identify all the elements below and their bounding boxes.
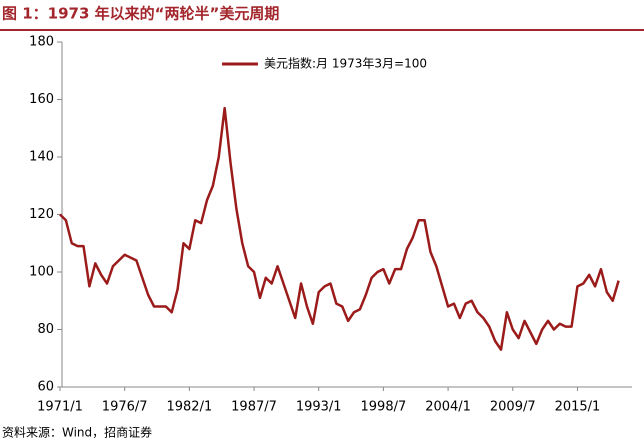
x-tick-label: 1987/7: [231, 400, 277, 415]
source-note: 资料来源：Wind，招商证券: [2, 425, 152, 440]
y-tick-label: 120: [29, 207, 54, 222]
x-tick-label: 2004/1: [425, 400, 471, 415]
x-tick-label: 1976/7: [102, 400, 148, 415]
x-tick-label: 1998/7: [361, 400, 407, 415]
x-tick-label: 2009/7: [490, 400, 536, 415]
y-tick-label: 100: [29, 265, 54, 280]
y-tick-label: 60: [37, 380, 54, 395]
line-series: [59, 106, 620, 351]
x-tick-label: 2015/1: [555, 400, 601, 415]
legend-label: 美元指数:月 1973年3月=100: [264, 56, 427, 71]
y-tick-label: 160: [29, 92, 54, 107]
x-tick-label: 1982/1: [166, 400, 212, 415]
x-tick-label: 1971/1: [37, 400, 83, 415]
chart-title: 图 1：1973 年以来的“两轮半”美元周期: [2, 5, 279, 23]
y-tick-label: 80: [37, 322, 54, 337]
x-tick-label: 1993/1: [296, 400, 342, 415]
y-tick-label: 180: [29, 35, 54, 50]
y-tick-label: 140: [29, 150, 54, 165]
